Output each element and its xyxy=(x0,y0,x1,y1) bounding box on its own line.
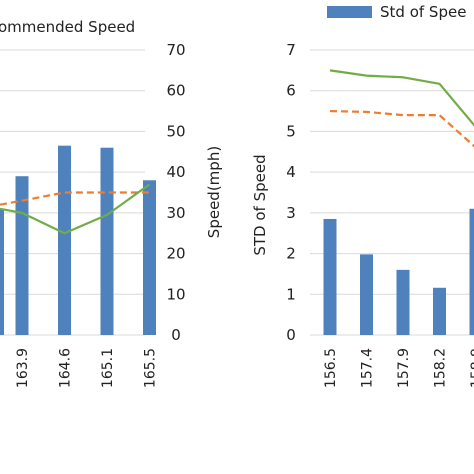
left-bar-3 xyxy=(143,180,156,335)
right-left-axis-tick: 2 xyxy=(286,245,296,263)
left-right-axis-tick: 30 xyxy=(166,204,185,222)
right-bar-2 xyxy=(396,269,410,335)
left-bar-2 xyxy=(100,147,114,335)
left-x-tick-label: 165.5 xyxy=(143,348,159,388)
left-legend-text: ommended Speed xyxy=(0,18,135,36)
left-right-axis-tick: 10 xyxy=(166,285,185,303)
left-bar-0 xyxy=(15,176,29,335)
left-right-axis-tick: 20 xyxy=(166,245,185,263)
right-x-tick-label: 157.9 xyxy=(396,348,412,388)
left-right-axis-tick: 0 xyxy=(171,326,181,344)
right-x-tick-label: 158.9 xyxy=(469,348,474,388)
right-left-axis-tick: 1 xyxy=(286,285,296,303)
right-bar-1 xyxy=(360,254,373,335)
left-right-axis-label: Speed(mph) xyxy=(205,146,223,238)
left-solid-line xyxy=(0,183,151,235)
left-x-tick-label: 163.9 xyxy=(15,348,31,388)
left-right-axis-tick: 70 xyxy=(166,41,185,59)
right-left-axis-tick: 6 xyxy=(286,82,296,100)
right-left-axis-tick: 7 xyxy=(286,41,296,59)
right-x-tick-label: 156.5 xyxy=(323,348,339,388)
right-bar-3 xyxy=(433,287,446,335)
right-chart: 0 1 2 3 4 5 6 7 156.5 157.4 157.9 158.2 158.9 STD of … xyxy=(251,3,474,388)
left-right-axis-tick: 60 xyxy=(166,82,185,100)
right-left-axis-tick: 5 xyxy=(286,122,296,140)
left-x-tick-label: 165.1 xyxy=(100,348,116,388)
left-edge-bar xyxy=(0,208,4,335)
left-recommended-speed-line xyxy=(0,191,150,206)
left-right-axis-tick: 40 xyxy=(166,163,185,181)
right-left-axis-tick: 3 xyxy=(286,204,296,222)
left-right-axis-tick: 50 xyxy=(166,122,185,140)
right-left-axis-tick: 0 xyxy=(286,326,296,344)
left-bar-1 xyxy=(58,145,71,335)
right-x-tick-label: 157.4 xyxy=(360,348,376,388)
right-bar-0 xyxy=(323,218,337,335)
right-left-axis-label: STD of Speed xyxy=(251,154,269,255)
left-chart: 163.9 164.6 165.1 165.5 0 10 20 30 40 50 60 70 Speed… xyxy=(0,18,223,388)
right-left-axis-tick: 4 xyxy=(286,163,296,181)
right-legend-swatch xyxy=(327,6,372,18)
left-x-tick-label: 164.6 xyxy=(58,348,74,388)
right-legend-text: Std of Spee xyxy=(380,3,466,21)
right-dashed-line xyxy=(329,109,474,148)
right-x-tick-label: 158.2 xyxy=(433,348,449,388)
right-bar-4 xyxy=(469,208,474,335)
right-solid-line xyxy=(329,69,474,127)
